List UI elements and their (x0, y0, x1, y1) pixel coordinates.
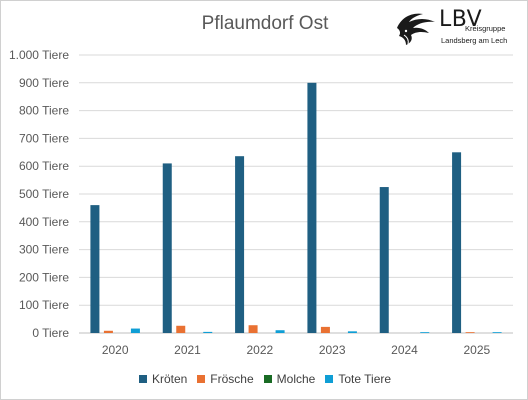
chart-title: Pflaumdorf Ost (201, 13, 329, 34)
bar-frösche-2023 (320, 326, 330, 333)
bar-kröten-2022 (235, 156, 245, 333)
bar-kröten-2020 (90, 205, 100, 333)
legend-label: Kröten (151, 372, 188, 386)
y-tick-label: 400 Tiere (19, 215, 69, 229)
legend-item: Tote Tiere (325, 372, 391, 386)
bar-frösche-2025 (465, 332, 475, 333)
legend-item: Kröten (138, 372, 188, 386)
logo-subtitle-1: Kreisgruppe (465, 24, 506, 33)
bar-kröten-2025 (452, 152, 462, 333)
legend: Kröten Frösche Molche Tote Tiere (1, 372, 528, 386)
lbv-logo: LBV Kreisgruppe Landsberg am Lech (391, 7, 521, 49)
legend-label: Molche (276, 372, 316, 386)
x-tick-label: 2020 (102, 343, 129, 357)
y-tick-label: 100 Tiere (19, 298, 69, 312)
bar-tote-tiere-2021 (203, 331, 213, 333)
x-tick-label: 2025 (463, 343, 490, 357)
bar-tote-tiere-2024 (420, 332, 430, 333)
legend-swatch (138, 375, 147, 383)
legend-swatch (197, 375, 206, 383)
bird-icon (397, 13, 435, 45)
logo-subtitle-2: Landsberg am Lech (441, 36, 508, 45)
y-tick-label: 800 Tiere (19, 104, 69, 118)
y-tick-label: 200 Tiere (19, 270, 69, 284)
bar-kröten-2024 (379, 187, 389, 333)
bar-kröten-2021 (162, 163, 172, 333)
y-tick-label: 500 Tiere (19, 187, 69, 201)
y-tick-label: 0 Tiere (32, 326, 69, 340)
bar-frösche-2022 (248, 325, 258, 333)
legend-item: Molche (263, 372, 316, 386)
bar-frösche-2021 (176, 325, 186, 333)
bar-kröten-2023 (307, 82, 317, 333)
y-tick-label: 600 Tiere (19, 159, 69, 173)
legend-label: Frösche (210, 372, 254, 386)
bar-frösche-2020 (103, 330, 113, 333)
y-tick-label: 1.000 Tiere (9, 48, 69, 62)
bar-tote-tiere-2023 (347, 331, 357, 333)
bar-tote-tiere-2020 (130, 328, 140, 333)
legend-item: Frösche (197, 372, 254, 386)
x-tick-label: 2023 (319, 343, 346, 357)
y-tick-label: 300 Tiere (19, 243, 69, 257)
y-tick-label: 700 Tiere (19, 131, 69, 145)
bar-tote-tiere-2022 (275, 330, 285, 333)
bar-tote-tiere-2025 (492, 332, 502, 333)
x-tick-label: 2022 (246, 343, 273, 357)
legend-swatch (263, 375, 272, 383)
x-tick-label: 2021 (174, 343, 201, 357)
legend-swatch (325, 375, 334, 383)
plot-area: 0 Tiere 100 Tiere 200 Tiere 300 Tiere 400 Ti… (9, 48, 513, 357)
logo-title: LBV (439, 7, 483, 32)
legend-label: Tote Tiere (338, 372, 392, 386)
x-tick-label: 2024 (391, 343, 418, 357)
y-tick-label: 900 Tiere (19, 76, 69, 90)
